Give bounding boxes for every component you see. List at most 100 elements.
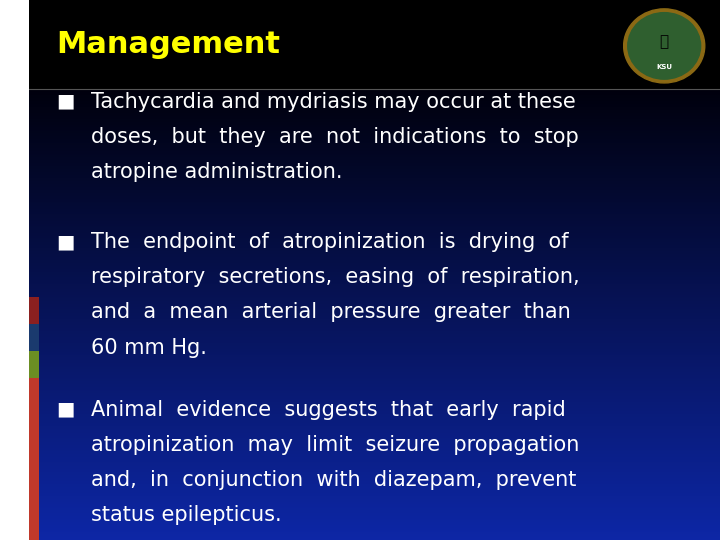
Bar (29, 134, 720, 136)
Bar (29, 433, 720, 435)
Text: KSU: KSU (656, 64, 672, 70)
Bar (29, 178, 720, 179)
Bar (29, 415, 720, 417)
Bar (29, 166, 720, 167)
Bar (29, 244, 720, 245)
Bar (29, 259, 720, 260)
Bar (29, 210, 720, 211)
Bar (29, 460, 720, 462)
Bar (29, 409, 720, 411)
Bar (29, 302, 720, 304)
Bar (29, 432, 720, 433)
Bar (29, 496, 720, 498)
Bar (29, 517, 720, 519)
Bar (29, 502, 720, 504)
Bar (29, 187, 720, 188)
Bar (29, 268, 720, 269)
Circle shape (628, 12, 701, 79)
Bar (29, 418, 720, 420)
Bar (29, 194, 720, 196)
Bar (29, 322, 720, 323)
Bar (29, 266, 720, 268)
Bar (29, 110, 720, 112)
Bar (29, 525, 720, 526)
Text: Management: Management (56, 30, 281, 59)
Bar (29, 511, 720, 513)
Bar (29, 382, 720, 384)
Bar (29, 345, 720, 346)
Bar (29, 426, 720, 427)
Bar (29, 420, 720, 421)
Bar (29, 128, 720, 130)
Bar (29, 98, 720, 99)
Bar (29, 281, 720, 283)
Bar (29, 481, 720, 483)
Bar (29, 221, 720, 223)
Text: 60 mm Hg.: 60 mm Hg. (91, 338, 207, 357)
Bar (29, 484, 720, 486)
Bar (29, 89, 720, 91)
Bar (29, 457, 720, 459)
Bar (29, 99, 720, 101)
Bar (29, 480, 720, 481)
Bar (29, 140, 720, 141)
Bar (29, 373, 720, 375)
Bar (29, 277, 720, 279)
Bar (29, 412, 720, 414)
Bar (29, 333, 720, 334)
Bar (29, 223, 720, 225)
Bar (29, 101, 720, 103)
Bar (29, 531, 720, 532)
Bar (29, 349, 720, 350)
Bar (29, 279, 720, 280)
Bar (29, 113, 720, 114)
Bar (29, 538, 720, 540)
Bar (29, 300, 720, 301)
Bar (29, 214, 720, 215)
Bar (29, 136, 720, 137)
Bar (29, 247, 720, 248)
Bar (29, 462, 720, 463)
Bar (29, 125, 720, 127)
Bar (29, 534, 720, 536)
Bar (29, 334, 720, 335)
Bar (29, 226, 720, 227)
Bar (29, 133, 720, 134)
Bar (29, 307, 720, 308)
Bar (29, 143, 720, 145)
Bar (29, 152, 720, 154)
Bar (29, 483, 720, 484)
Bar (29, 329, 720, 331)
Bar (29, 469, 720, 471)
Bar (29, 324, 39, 351)
Bar (29, 107, 720, 109)
Bar (29, 245, 720, 247)
Bar (29, 494, 720, 495)
Bar (29, 312, 720, 313)
Bar (29, 149, 720, 151)
Bar (29, 106, 720, 107)
Bar (29, 402, 720, 403)
Bar (29, 114, 720, 116)
Bar (29, 190, 720, 191)
Bar (29, 471, 720, 472)
Bar (29, 235, 720, 237)
Bar (29, 197, 720, 199)
Bar (29, 430, 720, 432)
Bar (29, 181, 720, 183)
Bar (29, 154, 720, 155)
Bar (29, 340, 720, 342)
Bar (29, 367, 720, 369)
Bar (29, 170, 720, 172)
Bar (29, 116, 720, 118)
Bar (29, 400, 720, 402)
Bar (29, 519, 720, 521)
Bar (29, 229, 720, 231)
Bar (29, 396, 720, 397)
Bar (29, 176, 720, 178)
Bar (29, 381, 720, 382)
Bar (29, 447, 720, 448)
Bar (29, 297, 39, 324)
Bar (29, 120, 720, 122)
Bar (29, 141, 720, 143)
